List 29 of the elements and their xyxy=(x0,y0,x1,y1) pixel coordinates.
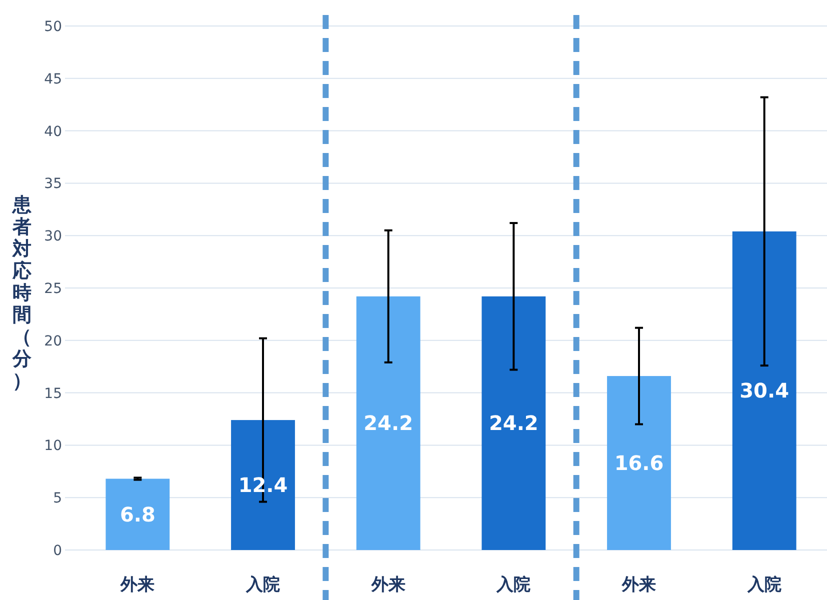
y-tick-label: 35 xyxy=(44,176,62,192)
y-tick-label: 0 xyxy=(53,543,62,559)
data-label: 24.2 xyxy=(364,411,414,436)
bar xyxy=(732,231,796,550)
x-tick-label: 入院 xyxy=(746,575,782,595)
y-tick-label: 10 xyxy=(44,438,62,454)
data-label: 30.4 xyxy=(740,378,790,403)
x-tick-label: 外来 xyxy=(120,575,155,595)
bar xyxy=(356,296,420,550)
y-tick-label: 15 xyxy=(44,386,62,402)
bar xyxy=(231,420,295,550)
data-label: 24.2 xyxy=(488,411,538,436)
x-tick-label: 外来 xyxy=(621,575,656,595)
text: 患者対応時間（分） xyxy=(12,194,32,392)
y-tick-label: 45 xyxy=(44,71,62,88)
y-tick-label: 5 xyxy=(53,490,62,507)
y-tick-label: 40 xyxy=(44,124,62,140)
y-tick-label: 20 xyxy=(44,333,62,350)
y-tick-label: 30 xyxy=(44,228,62,245)
bar xyxy=(106,478,170,550)
x-tick-label: 入院 xyxy=(496,575,531,595)
bar xyxy=(607,376,671,550)
x-tick-label: 外来 xyxy=(370,575,406,595)
x-tick-label: 入院 xyxy=(245,575,280,595)
bar xyxy=(482,296,546,550)
y-tick-label: 50 xyxy=(44,19,62,35)
data-label: 16.6 xyxy=(614,451,664,476)
y-tick-label: 25 xyxy=(44,281,62,297)
data-label: 6.8 xyxy=(120,502,156,526)
